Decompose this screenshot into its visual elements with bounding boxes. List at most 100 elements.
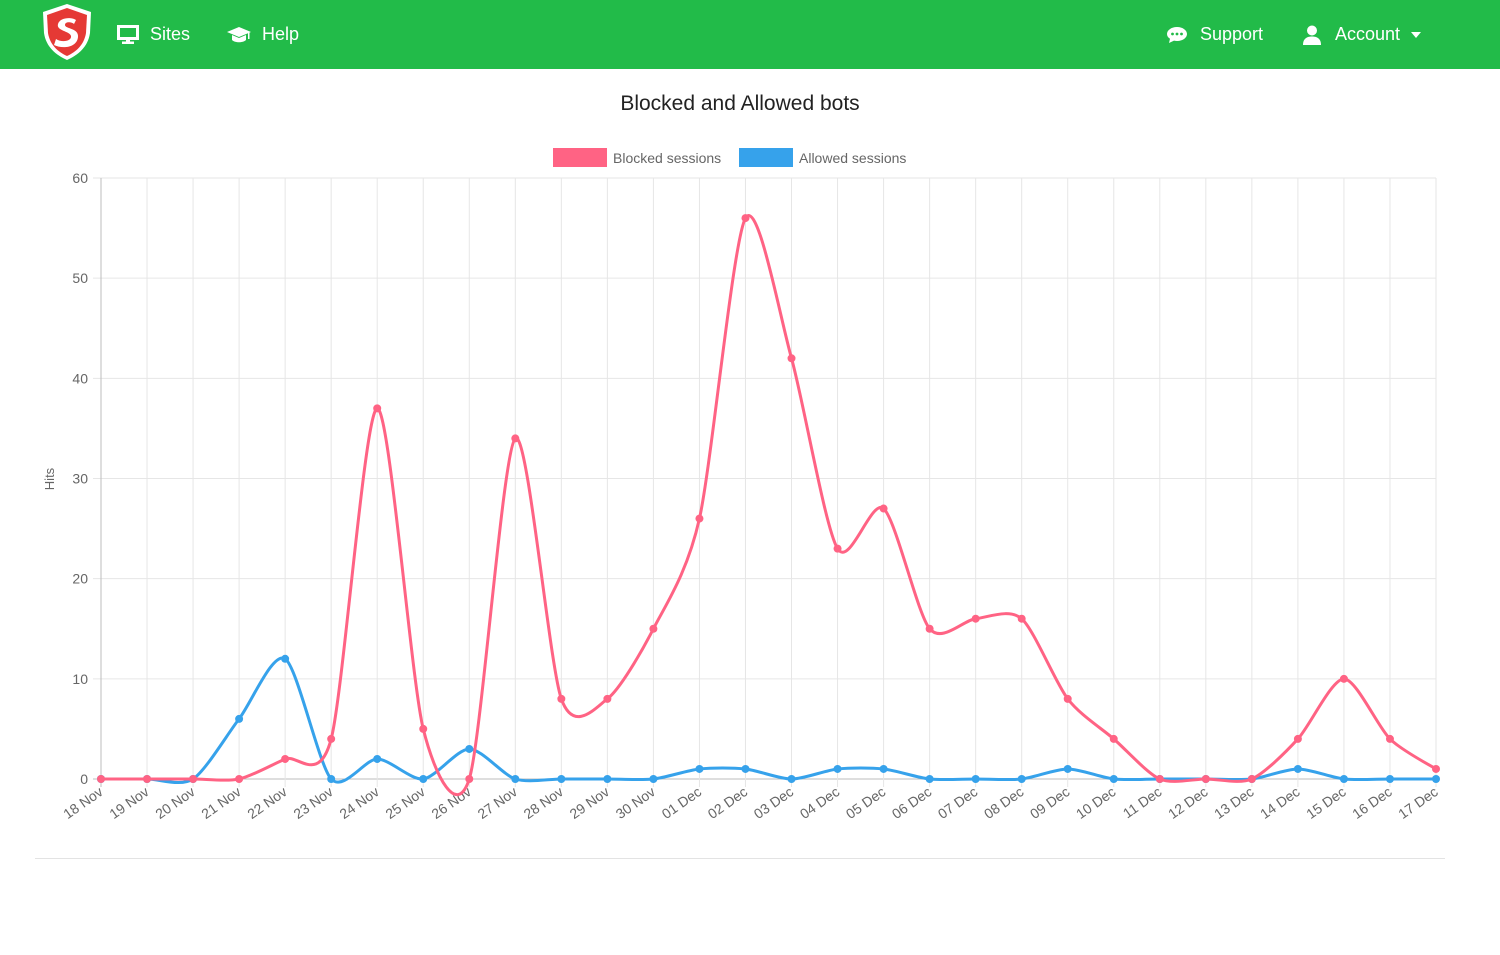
data-point[interactable] bbox=[879, 504, 888, 513]
data-point[interactable] bbox=[327, 775, 336, 783]
data-point[interactable] bbox=[787, 354, 796, 363]
data-point[interactable] bbox=[1385, 775, 1394, 783]
data-point[interactable] bbox=[879, 764, 888, 773]
x-tick-label: 22 Nov bbox=[244, 783, 290, 822]
data-point[interactable] bbox=[971, 775, 980, 783]
data-point[interactable] bbox=[833, 544, 842, 553]
data-point[interactable] bbox=[603, 694, 612, 703]
nav-support-label: Support bbox=[1200, 24, 1264, 44]
data-point[interactable] bbox=[557, 694, 566, 703]
x-tick-label: 27 Nov bbox=[475, 783, 521, 822]
data-point[interactable] bbox=[1432, 775, 1440, 783]
data-point[interactable] bbox=[235, 775, 244, 783]
series-allowed-sessions bbox=[97, 654, 1440, 785]
nav-help[interactable]: Help bbox=[227, 0, 299, 69]
x-tick-label: 16 Dec bbox=[1349, 783, 1395, 822]
data-point[interactable] bbox=[465, 775, 474, 783]
data-point[interactable] bbox=[419, 724, 428, 733]
y-tick-label: 30 bbox=[72, 471, 88, 487]
data-point[interactable] bbox=[695, 764, 704, 773]
chart-legend[interactable]: Blocked sessions Allowed sessions bbox=[553, 148, 906, 167]
data-point[interactable] bbox=[787, 775, 796, 783]
data-point[interactable] bbox=[649, 624, 658, 633]
data-point[interactable] bbox=[1432, 764, 1440, 773]
x-tick-label: 28 Nov bbox=[521, 783, 567, 822]
data-point[interactable] bbox=[189, 775, 198, 783]
x-tick-label: 02 Dec bbox=[705, 783, 751, 822]
data-point[interactable] bbox=[741, 764, 750, 773]
y-tick-label: 50 bbox=[72, 270, 88, 286]
series-blocked-sessions bbox=[97, 214, 1440, 796]
data-point[interactable] bbox=[465, 744, 474, 753]
chat-bubble-icon bbox=[1166, 26, 1188, 44]
nav-account-dropdown[interactable]: Account bbox=[1302, 0, 1422, 69]
data-point[interactable] bbox=[235, 714, 244, 723]
monitor-icon bbox=[117, 25, 139, 44]
x-tick-label: 13 Dec bbox=[1211, 783, 1257, 822]
data-point[interactable] bbox=[1201, 775, 1210, 783]
legend-item[interactable]: Allowed sessions bbox=[739, 148, 906, 167]
data-point[interactable] bbox=[511, 775, 520, 783]
nav-help-label: Help bbox=[262, 24, 300, 44]
y-tick-label: 20 bbox=[72, 571, 88, 587]
data-point[interactable] bbox=[373, 754, 382, 763]
x-tick-label: 01 Dec bbox=[659, 783, 705, 822]
nav-sites[interactable]: Sites bbox=[117, 0, 190, 69]
data-point[interactable] bbox=[373, 404, 382, 413]
data-point[interactable] bbox=[143, 775, 152, 783]
s-shield-logo[interactable] bbox=[41, 3, 93, 61]
x-tick-label: 04 Dec bbox=[797, 783, 843, 822]
data-point[interactable] bbox=[1063, 694, 1072, 703]
y-tick-label: 0 bbox=[80, 771, 88, 787]
x-tick-label: 23 Nov bbox=[290, 783, 336, 822]
data-point[interactable] bbox=[1247, 775, 1256, 783]
chart-title: Blocked and Allowed bots bbox=[620, 92, 860, 115]
data-point[interactable] bbox=[1293, 764, 1302, 773]
data-point[interactable] bbox=[419, 775, 428, 783]
legend-item[interactable]: Blocked sessions bbox=[553, 148, 721, 167]
x-tick-label: 06 Dec bbox=[889, 783, 935, 822]
data-point[interactable] bbox=[1063, 764, 1072, 773]
data-point[interactable] bbox=[511, 434, 520, 443]
data-point[interactable] bbox=[97, 775, 105, 783]
legend-swatch bbox=[739, 148, 793, 167]
data-point[interactable] bbox=[1017, 614, 1026, 623]
x-tick-label: 26 Nov bbox=[428, 783, 474, 822]
graduation-cap-icon bbox=[227, 26, 251, 43]
legend-label: Blocked sessions bbox=[613, 150, 721, 166]
x-tick-label: 17 Dec bbox=[1395, 783, 1441, 822]
data-point[interactable] bbox=[1293, 734, 1302, 743]
y-tick-label: 60 bbox=[72, 170, 88, 186]
data-point[interactable] bbox=[281, 754, 290, 763]
data-point[interactable] bbox=[1017, 775, 1026, 783]
data-point[interactable] bbox=[1155, 775, 1164, 783]
data-point[interactable] bbox=[1339, 674, 1348, 683]
data-point[interactable] bbox=[971, 614, 980, 623]
data-point[interactable] bbox=[603, 775, 612, 783]
x-tick-label: 08 Dec bbox=[981, 783, 1027, 822]
data-point[interactable] bbox=[925, 624, 934, 633]
data-point[interactable] bbox=[1109, 775, 1118, 783]
nav-support[interactable]: Support bbox=[1166, 0, 1263, 69]
data-point[interactable] bbox=[557, 775, 566, 783]
x-tick-label: 10 Dec bbox=[1073, 783, 1119, 822]
x-tick-label: 07 Dec bbox=[935, 783, 981, 822]
data-point[interactable] bbox=[327, 734, 336, 743]
chart-series bbox=[97, 214, 1440, 796]
data-point[interactable] bbox=[925, 775, 934, 783]
data-point[interactable] bbox=[695, 514, 704, 523]
x-axis-ticks: 18 Nov 19 Nov 20 Nov 21 Nov 22 Nov 23 Nov 24 N… bbox=[60, 783, 1441, 822]
caret-down-icon bbox=[1411, 31, 1422, 38]
x-tick-label: 09 Dec bbox=[1027, 783, 1073, 822]
data-point[interactable] bbox=[1339, 775, 1348, 783]
data-point[interactable] bbox=[833, 764, 842, 773]
x-tick-label: 18 Nov bbox=[60, 783, 106, 822]
x-tick-label: 11 Dec bbox=[1120, 783, 1165, 821]
data-point[interactable] bbox=[1109, 734, 1118, 743]
data-point[interactable] bbox=[741, 214, 750, 223]
data-point[interactable] bbox=[281, 654, 290, 663]
data-point[interactable] bbox=[1385, 734, 1394, 743]
data-point[interactable] bbox=[649, 775, 658, 783]
x-tick-label: 03 Dec bbox=[751, 783, 797, 822]
x-tick-label: 30 Nov bbox=[613, 783, 659, 822]
